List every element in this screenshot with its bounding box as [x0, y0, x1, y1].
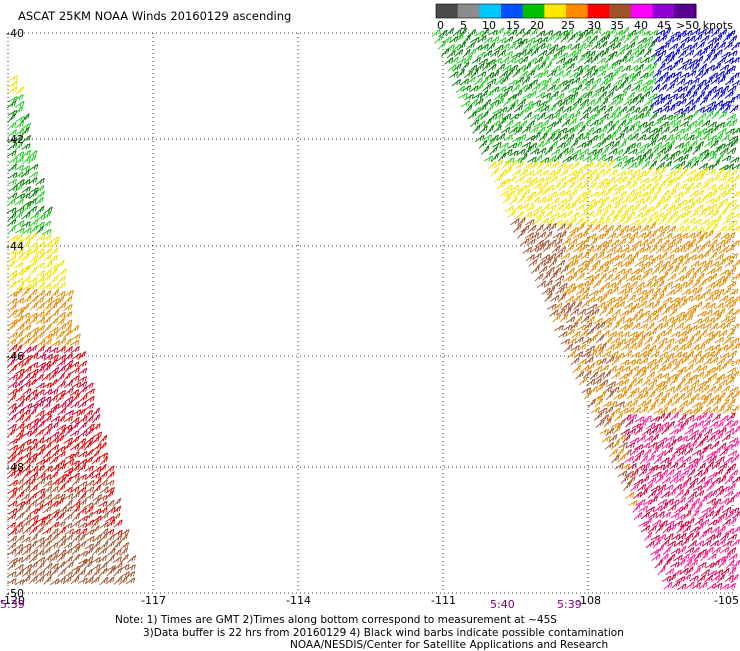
legend-swatch	[458, 4, 480, 18]
legend-tick-label: 0	[437, 19, 444, 32]
legend-swatch	[479, 4, 501, 18]
lon-label: -117	[141, 594, 166, 607]
lat-label: -44	[6, 240, 24, 253]
legend-swatch	[436, 4, 458, 18]
legend-tick-label: 10	[482, 19, 496, 32]
lat-label: -46	[6, 350, 24, 363]
lat-label: -40	[6, 27, 24, 40]
time-label: 5:40	[490, 598, 515, 611]
legend-swatch	[501, 4, 523, 18]
lon-label: -111	[431, 594, 456, 607]
legend-swatch	[609, 4, 631, 18]
legend-swatch	[653, 4, 675, 18]
time-label: 5:39	[557, 598, 582, 611]
time-label: 5:39	[0, 598, 25, 611]
lon-label: -114	[286, 594, 311, 607]
note-line-3: NOAA/NESDIS/Center for Satellite Applica…	[290, 639, 608, 651]
note-line-2: 3)Data buffer is 22 hrs from 20160129 4)…	[143, 627, 624, 639]
legend-swatch	[544, 4, 566, 18]
note-line-1: Note: 1) Times are GMT 2)Times along bot…	[115, 614, 557, 626]
legend-swatch	[674, 4, 696, 18]
plot-area	[7, 27, 740, 593]
lat-label: -42	[6, 133, 24, 146]
legend-swatch	[588, 4, 610, 18]
legend-swatch	[566, 4, 588, 18]
legend-swatch	[523, 4, 545, 18]
lon-label: -105	[714, 594, 739, 607]
lat-label: -48	[6, 461, 24, 474]
legend-swatch	[631, 4, 653, 18]
